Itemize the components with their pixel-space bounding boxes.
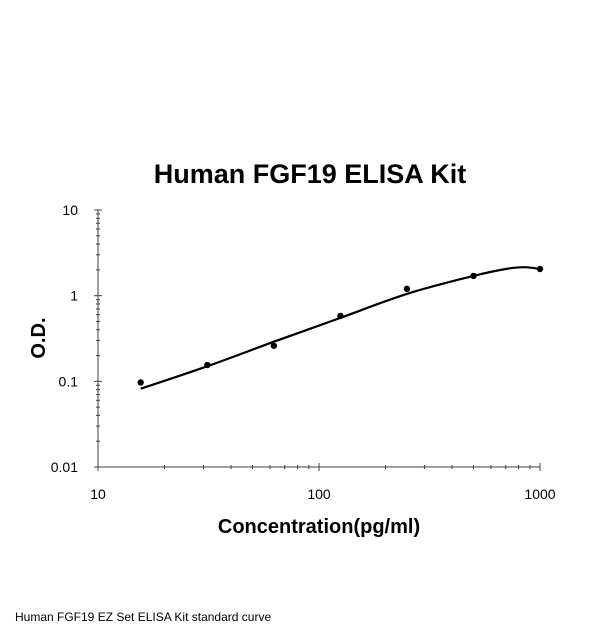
axes-group: 0.01 0.1 1 10 10 100 1000 xyxy=(51,202,556,502)
x-tick-label: 1000 xyxy=(524,486,555,502)
x-axis-label: Concentration(pg/ml) xyxy=(218,516,420,538)
x-tick-label: 10 xyxy=(90,486,106,502)
data-points-group xyxy=(137,265,544,386)
y-tick-label: 10 xyxy=(62,202,78,218)
x-tick-label: 100 xyxy=(307,486,331,502)
chart-title: Human FGF19 ELISA Kit xyxy=(154,159,467,189)
data-point xyxy=(403,285,411,293)
figure-caption: Human FGF19 EZ Set ELISA Kit standard cu… xyxy=(15,610,272,624)
data-point xyxy=(536,265,544,273)
y-tick-label: 1 xyxy=(70,288,78,304)
fit-curve-line xyxy=(140,266,541,390)
data-point xyxy=(204,361,211,369)
data-point xyxy=(270,342,278,349)
y-tick-label: 0.1 xyxy=(59,373,79,389)
fit-curve-group xyxy=(140,266,541,390)
y-axis-label: O.D. xyxy=(28,317,50,358)
data-point xyxy=(470,272,477,280)
data-point xyxy=(337,312,344,320)
data-point xyxy=(137,379,144,386)
y-tick-label: 0.01 xyxy=(51,459,78,475)
